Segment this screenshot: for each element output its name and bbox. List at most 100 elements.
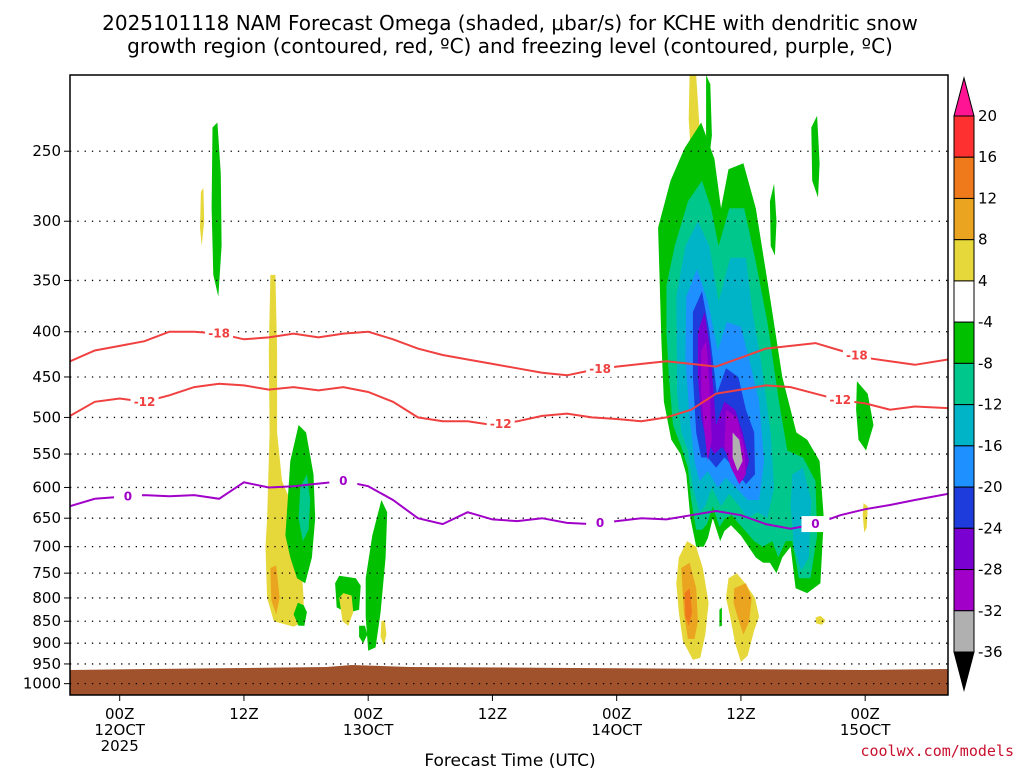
contour-label-2-0: 0 bbox=[124, 489, 132, 503]
x-tick-label-0-1: 12OCT bbox=[94, 721, 145, 739]
x-tick-label-30-0: 00Z bbox=[354, 705, 383, 723]
omega-region-13 bbox=[811, 115, 820, 198]
colorbar-label-12: -32 bbox=[978, 602, 1003, 620]
x-tick-label-30-1: 13OCT bbox=[343, 721, 394, 739]
y-tick-label-850: 850 bbox=[32, 612, 61, 630]
omega-shading bbox=[200, 75, 874, 662]
y-tick-label-300: 300 bbox=[32, 212, 61, 230]
colorbar-box-5 bbox=[953, 321, 975, 364]
omega-region-34 bbox=[719, 607, 722, 627]
contour-label-bg-1-2 bbox=[826, 392, 855, 409]
pressure-axis: 250 300 350 400 450 500 550 600 650 700 750 800 850 9… bbox=[23, 142, 70, 693]
colorbar-label-13: -36 bbox=[978, 643, 1003, 661]
colorbar-box-2 bbox=[953, 197, 975, 241]
colorbar-label-9: -20 bbox=[978, 478, 1003, 496]
omega-region-1 bbox=[200, 187, 205, 246]
y-tick-label-350: 350 bbox=[32, 271, 61, 289]
omega-region-31 bbox=[684, 588, 693, 626]
contour-label-bg-0-2 bbox=[842, 347, 871, 364]
omega-region-11 bbox=[380, 620, 387, 646]
colorbar-label-2: 12 bbox=[978, 189, 997, 207]
contour-label-bg-1-0 bbox=[130, 393, 159, 410]
y-tick-label-800: 800 bbox=[32, 589, 61, 607]
x-tick-label-0-2: 2025 bbox=[101, 737, 139, 755]
x-tick-label-90-1: 15OCT bbox=[840, 721, 891, 739]
omega-region-8 bbox=[359, 625, 368, 644]
colorbar-box-7 bbox=[953, 404, 975, 447]
chart-title-line-1: 2025101118 NAM Forecast Omega (shaded, μ… bbox=[102, 11, 918, 35]
omega-region-28 bbox=[732, 432, 743, 472]
omega-region-33 bbox=[733, 583, 752, 635]
y-tick-label-700: 700 bbox=[32, 538, 61, 556]
credit-text: coolwx.com/models bbox=[860, 742, 1014, 760]
contour-label-bg-2-3 bbox=[801, 516, 830, 533]
contour-label-0-2: -18 bbox=[846, 348, 868, 362]
omega-colorbar: 20 16 12 8 4 -4 -8 -12 -16 -20 -24 -28 -32 -36 bbox=[953, 76, 1003, 692]
colorbar-label-3: 8 bbox=[978, 231, 988, 249]
y-tick-label-650: 650 bbox=[32, 509, 61, 527]
omega-region-5 bbox=[298, 474, 311, 542]
contour-label-2-2: 0 bbox=[596, 516, 604, 530]
colorbar-box-4 bbox=[953, 280, 975, 323]
y-tick-label-500: 500 bbox=[32, 408, 61, 426]
contour-label-0-1: -18 bbox=[589, 362, 611, 376]
colorbar-box-10 bbox=[953, 527, 975, 571]
colorbar-label-4: 4 bbox=[978, 272, 988, 290]
contour-label-2-1: 0 bbox=[339, 474, 347, 488]
omega-region-9 bbox=[339, 593, 354, 626]
ground-fill bbox=[70, 664, 948, 695]
contour-label-1-2: -12 bbox=[829, 393, 851, 407]
colorbar-label-8: -16 bbox=[978, 437, 1003, 455]
temperature-contours: -18 -18 -18 -12 -12 -12 0 0 0 0 bbox=[70, 325, 948, 533]
contour-label-2-3: 0 bbox=[811, 517, 819, 531]
omega-region-3 bbox=[270, 565, 280, 615]
y-tick-label-900: 900 bbox=[32, 634, 61, 652]
contour-line-2 bbox=[70, 479, 948, 530]
omega-region-6 bbox=[293, 602, 307, 626]
contour-label-bg-0-1 bbox=[586, 360, 615, 377]
y-tick-label-400: 400 bbox=[32, 323, 61, 341]
colorbar-label-7: -12 bbox=[978, 396, 1003, 414]
colorbar-bottom-arrow bbox=[953, 651, 975, 692]
omega-region-10 bbox=[365, 500, 388, 651]
colorbar-box-8 bbox=[953, 445, 975, 488]
y-tick-label-600: 600 bbox=[32, 478, 61, 496]
colorbar-box-1 bbox=[953, 156, 975, 199]
x-tick-label-60-1: 14OCT bbox=[591, 721, 642, 739]
x-tick-label-60-0: 00Z bbox=[602, 705, 631, 723]
colorbar-box-3 bbox=[953, 239, 975, 282]
omega-region-16 bbox=[856, 381, 874, 451]
contour-label-0-0: -18 bbox=[208, 327, 230, 341]
colorbar-label-0: 20 bbox=[978, 107, 997, 125]
colorbar-box-9 bbox=[953, 486, 975, 529]
x-tick-label-90-0: 00Z bbox=[850, 705, 879, 723]
omega-region-12 bbox=[769, 183, 777, 256]
colorbar-box-6 bbox=[953, 362, 975, 406]
omega-region-18 bbox=[815, 615, 826, 625]
x-tick-label-0-0: 00Z bbox=[105, 705, 134, 723]
x-tick-label-15-0: 12Z bbox=[229, 705, 258, 723]
colorbar-box-11 bbox=[953, 569, 975, 612]
x-axis-label: Forecast Time (UTC) bbox=[424, 751, 595, 768]
x-tick-label-75-0: 12Z bbox=[726, 705, 755, 723]
contour-label-bg-2-1 bbox=[329, 473, 358, 490]
y-tick-label-250: 250 bbox=[32, 142, 61, 160]
colorbar-box-0 bbox=[953, 115, 975, 158]
contour-label-1-1: -12 bbox=[490, 417, 512, 431]
y-tick-label-550: 550 bbox=[32, 445, 61, 463]
y-tick-label-950: 950 bbox=[32, 655, 61, 673]
omega-region-26 bbox=[701, 341, 712, 461]
contour-label-bg-0-0 bbox=[205, 325, 234, 342]
ground-area bbox=[70, 664, 948, 695]
colorbar-label-6: -8 bbox=[978, 354, 993, 372]
omega-region-22 bbox=[790, 467, 812, 571]
contour-label-bg-2-0 bbox=[113, 488, 142, 505]
contour-label-bg-1-1 bbox=[486, 415, 515, 432]
colorbar-label-1: 16 bbox=[978, 148, 997, 166]
colorbar-label-5: -4 bbox=[978, 313, 993, 331]
omega-region-0 bbox=[211, 122, 222, 297]
y-tick-label-750: 750 bbox=[32, 564, 61, 582]
